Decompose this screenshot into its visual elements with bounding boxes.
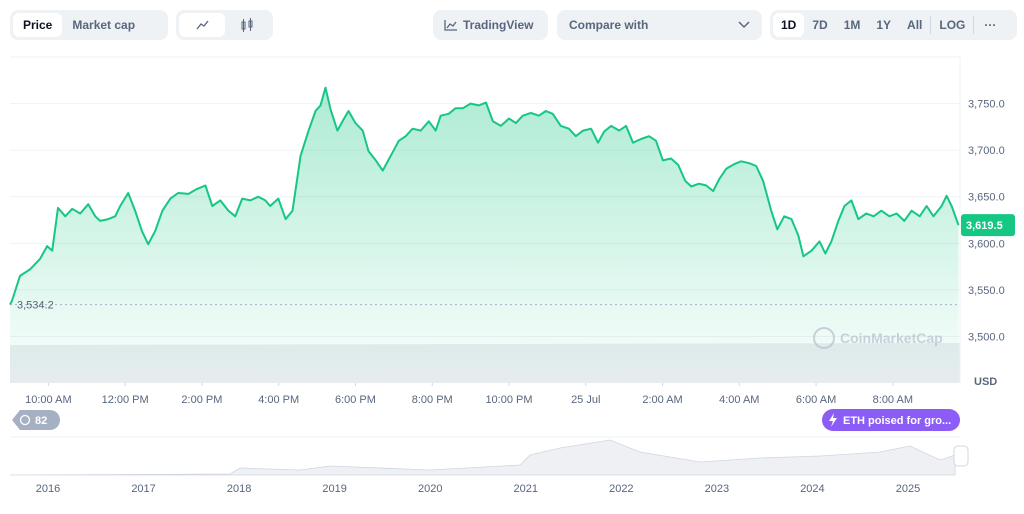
range-button[interactable]: 1M [843,18,861,32]
y-tick-label: 3,700.0 [968,145,1005,157]
line-icon [196,20,209,30]
x-tick-label: 4:00 AM [719,394,759,406]
news-pill[interactable]: ETH poised for gro... [822,409,960,431]
navigator-year: 2017 [131,483,155,495]
area [10,87,959,383]
navigator-axis: 2016 2017 2018 2019 2020 2021 2022 2023 2024 2025 [36,483,920,495]
x-tick-label: 8:00 PM [412,394,453,406]
y-tick-label: 3,600.0 [968,238,1005,250]
compare-dropdown[interactable]: Compare with [557,10,762,40]
log-button[interactable]: LOG [939,18,966,32]
line-chart-button[interactable] [179,13,225,37]
navigator-year: 2020 [418,483,442,495]
watermark-text: CoinMarketCap [840,330,943,346]
navigator-year: 2016 [36,483,60,495]
news-text: ETH poised for gro... [843,415,951,427]
navigator-year: 2019 [322,483,346,495]
range-group: 1D 7D 1M 1Y All LOG ··· [770,10,1017,40]
range-button[interactable]: All [907,18,923,32]
x-tick-label: 8:00 AM [873,394,913,406]
x-tick-label: 6:00 PM [335,394,376,406]
chevron [738,21,750,29]
navigator-year: 2023 [705,483,729,495]
y-tick-label: 3,550.0 [968,285,1005,297]
x-tick-label: 12:00 PM [102,394,149,406]
candle-chart-button[interactable] [225,13,271,37]
range-button[interactable]: 1D [773,13,805,37]
unit-label: USD [974,376,997,388]
tab-group: Price Market cap [10,10,168,40]
tv-icon [444,20,457,31]
navigator-year: 2024 [800,483,824,495]
badge-count: 82 [35,415,47,427]
candle-icon [241,18,253,32]
divider [973,16,975,34]
alert-badge[interactable]: 82 [12,410,60,430]
y-tick-label: 3,500.0 [968,331,1005,343]
more-button[interactable]: ··· [984,18,997,32]
plot [9,86,960,383]
navigator-year: 2022 [609,483,633,495]
tab[interactable]: Market cap [72,18,136,32]
badge-icon [19,414,31,426]
x-tick-label: 10:00 PM [485,394,532,406]
x-tick-label: 4:00 PM [258,394,299,406]
tradingview-label: TradingView [463,18,534,32]
compare-label: Compare with [569,18,649,32]
x-tick-label: 25 Jul [571,394,600,406]
watermark: CoinMarketCap [813,327,943,349]
current-price-box [961,214,1015,237]
x-tick-label: 2:00 AM [642,394,682,406]
price-line [9,86,960,306]
news-icon [829,413,837,427]
navigator-area [9,439,956,476]
y-tick-label: 3,750.0 [968,99,1005,111]
news-bg [822,409,960,431]
navigator-year: 2025 [896,483,920,495]
navigator-year: 2018 [227,483,251,495]
tab[interactable]: Price [13,13,63,37]
chart-type-group [176,10,273,40]
x-tick-label: 2:00 PM [181,394,222,406]
navigator-year: 2021 [514,483,538,495]
range-button[interactable]: 1Y [876,18,892,32]
divider [930,16,932,34]
navigator-handle[interactable] [953,445,969,467]
range-button[interactable]: 7D [812,18,828,32]
current-price-label: 3,619.5 [966,220,1003,232]
tradingview-button[interactable]: TradingView [433,10,548,40]
watermark-logo [813,327,835,349]
open-price-label: 3,534.2 [17,300,54,312]
x-tick-label: 6:00 AM [796,394,836,406]
y-tick-label: 3,650.0 [968,192,1005,204]
x-tick-label: 10:00 AM [25,394,71,406]
